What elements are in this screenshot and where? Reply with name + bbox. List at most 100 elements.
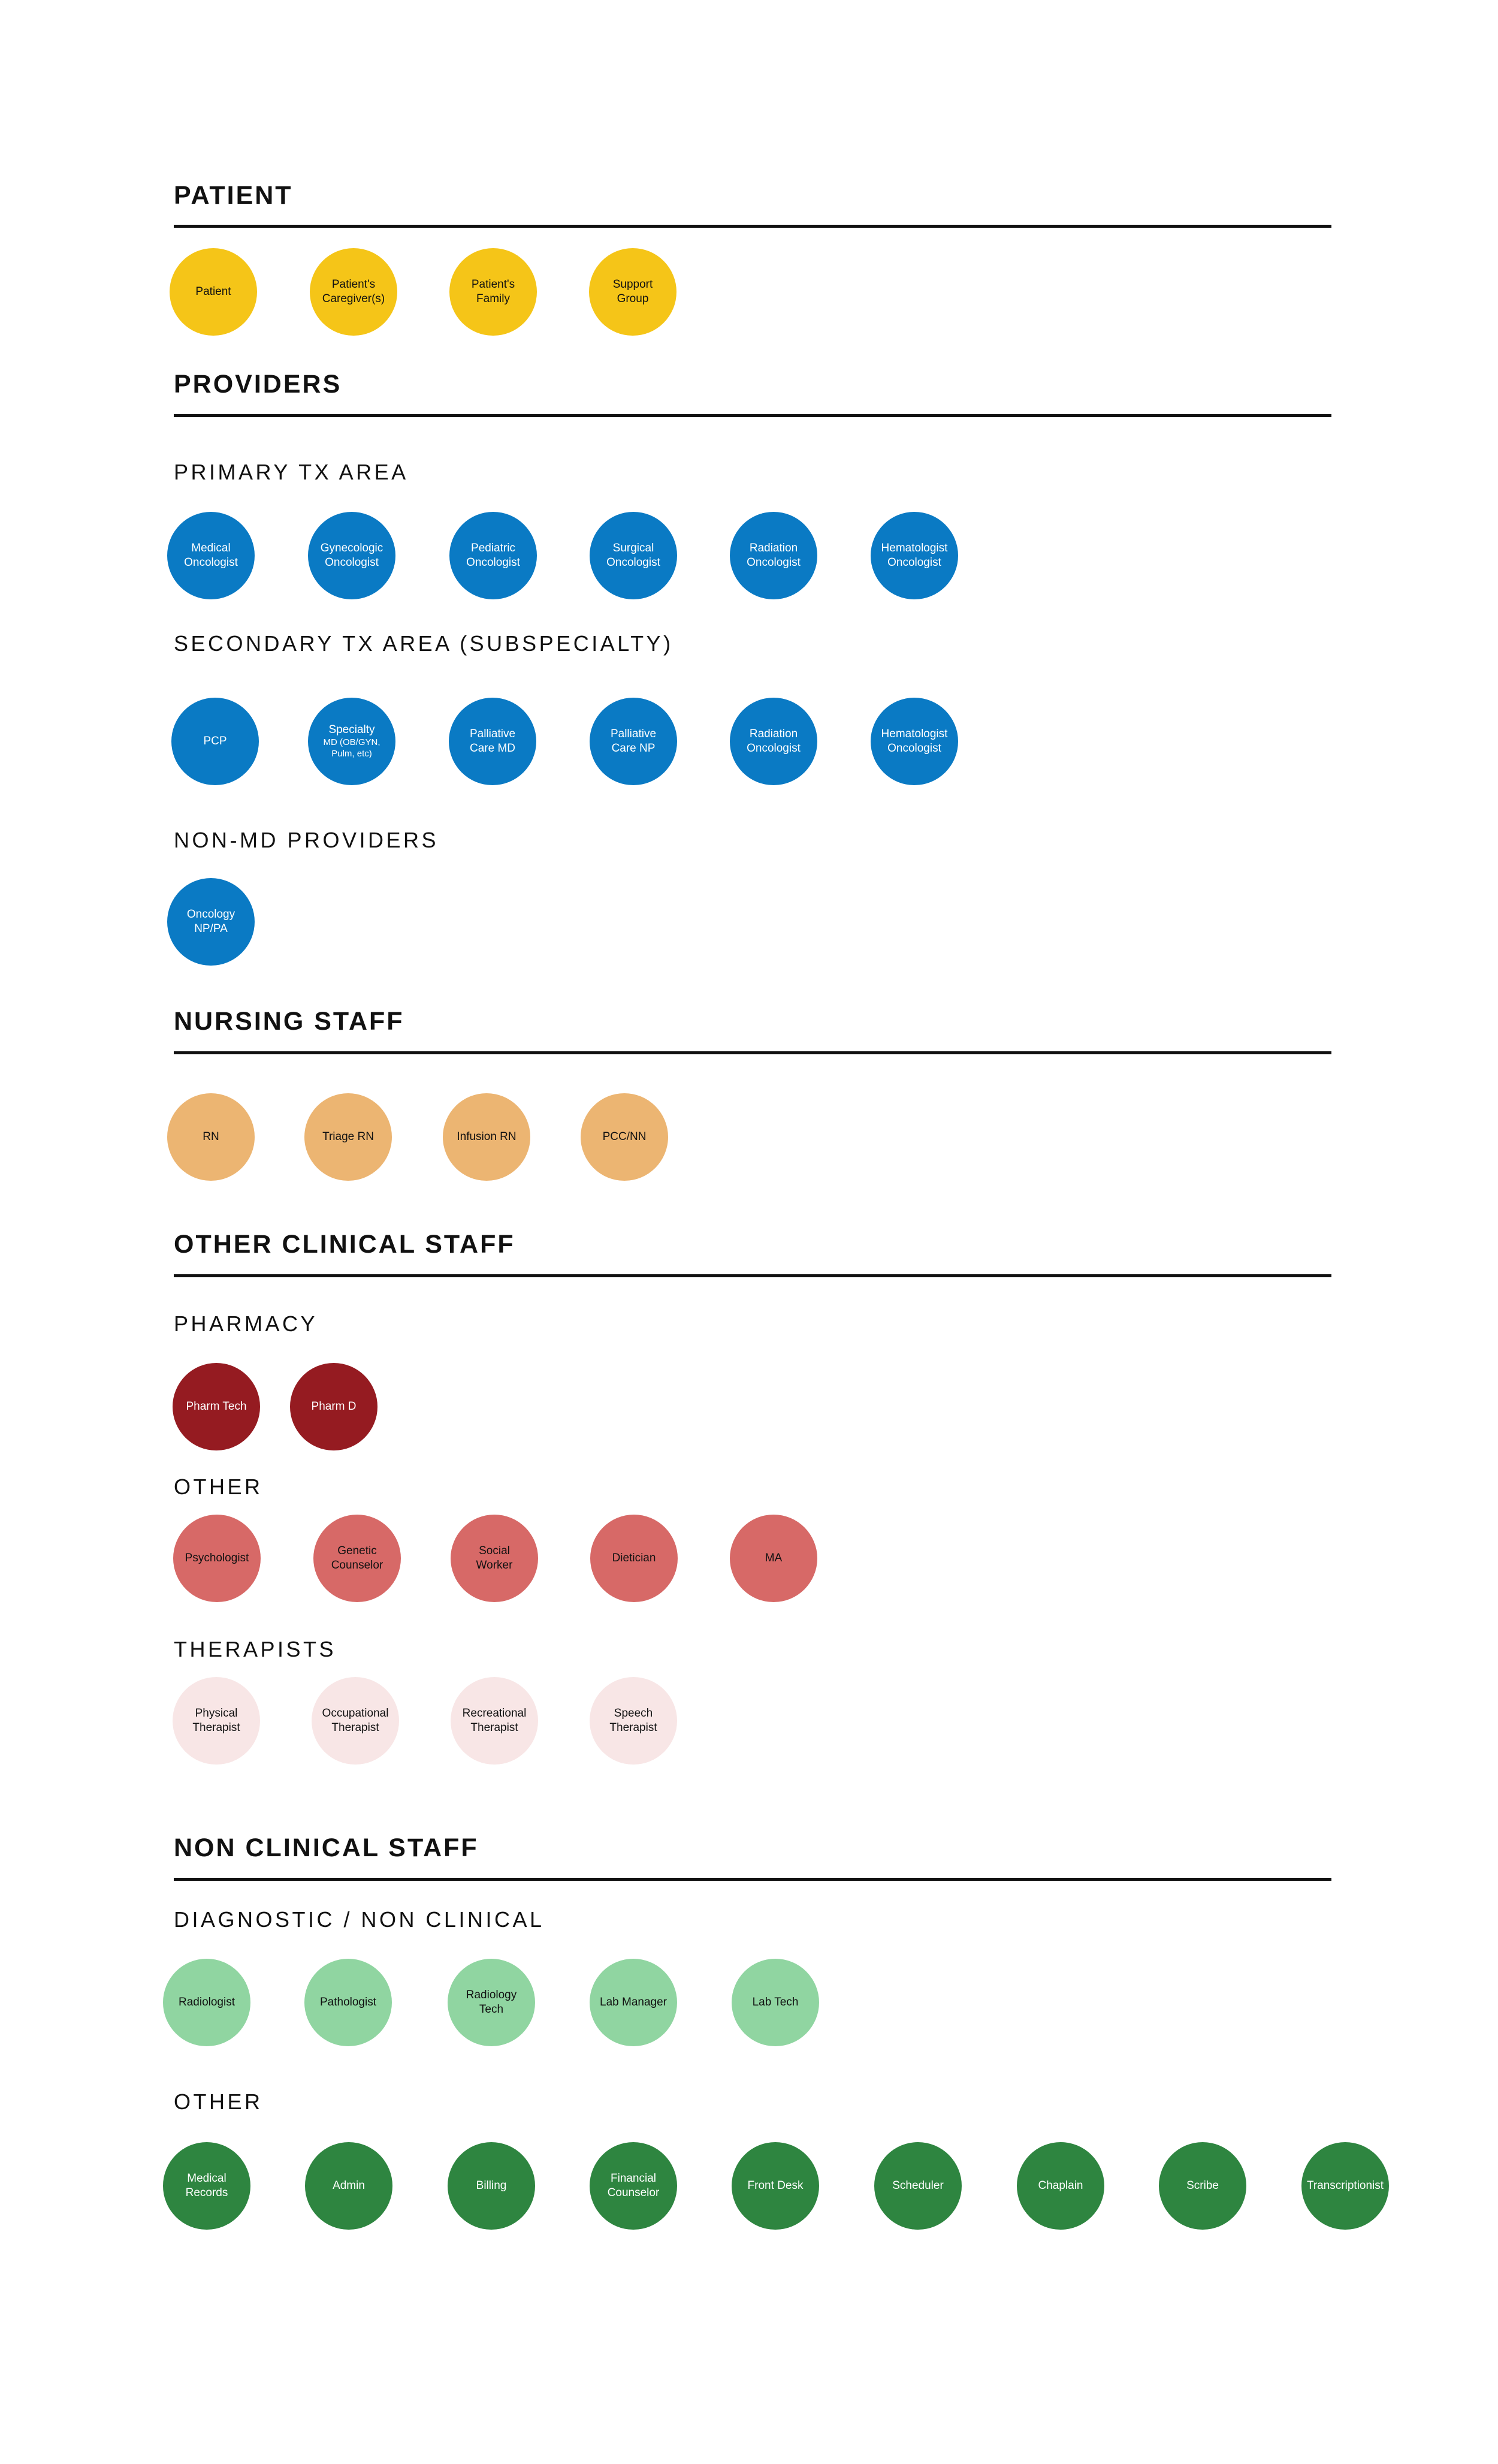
role-node-label: Recreational xyxy=(462,1707,527,1720)
role-node-therapists: Recreational Therapist xyxy=(451,1677,538,1765)
role-node-pharmacy: Pharm D xyxy=(290,1363,377,1450)
role-node-label: Support xyxy=(612,278,653,291)
section-title-other-clinical: OTHER CLINICAL STAFF xyxy=(174,1230,515,1259)
section-title-non-clinical: NON CLINICAL STAFF xyxy=(174,1833,479,1862)
role-node-secondary: Specialty MD (OB/GYN, Pulm, etc) xyxy=(308,698,395,785)
role-node-other-clinical: MA xyxy=(730,1515,817,1602)
role-node-label: Oncologist xyxy=(325,556,379,569)
section-rule-patient xyxy=(174,225,1331,228)
role-node-label: Medical xyxy=(187,2172,226,2185)
role-node-label: Patient's xyxy=(331,278,376,291)
role-node-label: Oncologist xyxy=(887,742,941,755)
role-node-label: Transcriptionist xyxy=(1306,2179,1384,2192)
role-node-label: Dietician xyxy=(612,1552,656,1565)
role-node-label: Oncologist xyxy=(887,556,941,569)
role-node-label: Pharm Tech xyxy=(186,1400,247,1413)
role-node-label: Pediatric xyxy=(471,542,515,555)
role-node-patient: Patient's Caregiver(s) xyxy=(310,248,397,336)
role-node-label: Speech xyxy=(614,1707,653,1720)
role-node-label: Radiation xyxy=(749,728,798,741)
role-node-label: Lab Manager xyxy=(600,1996,667,2009)
role-node-label: Lab Tech xyxy=(752,1996,799,2009)
role-node-label: Psychologist xyxy=(185,1552,249,1565)
role-node-label: Patient xyxy=(195,285,231,298)
role-node-secondary: PCP xyxy=(171,698,259,785)
subsection-title-pharmacy: PHARMACY xyxy=(174,1311,318,1336)
role-node-secondary: Palliative Care MD xyxy=(449,698,536,785)
role-node-secondary: Palliative Care NP xyxy=(590,698,677,785)
role-node-label: Surgical xyxy=(612,542,654,555)
role-node-non-clinical-other: Transcriptionist xyxy=(1301,2142,1389,2230)
role-node-label: Therapist xyxy=(192,1721,240,1734)
subsection-title-non-clinical-other: OTHER xyxy=(174,2089,263,2114)
role-node-label: Oncologist xyxy=(747,742,801,755)
role-node-diagnostic: Pathologist xyxy=(304,1959,392,2046)
role-node-label: Social xyxy=(479,1545,510,1558)
role-node-patient: Patient's Family xyxy=(449,248,537,336)
role-node-label: Oncology xyxy=(186,908,235,921)
role-node-non-clinical-other: Chaplain xyxy=(1017,2142,1104,2230)
role-node-nursing: PCC/NN xyxy=(581,1093,668,1181)
role-node-non-clinical-other: Medical Records xyxy=(163,2142,250,2230)
role-node-pharmacy: Pharm Tech xyxy=(173,1363,260,1450)
role-node-label: Financial xyxy=(610,2172,657,2185)
role-node-label: Care MD xyxy=(469,742,515,755)
subsection-title-secondary: SECONDARY TX AREA (SUBSPECIALTY) xyxy=(174,631,674,656)
subsection-title-primary: PRIMARY TX AREA xyxy=(174,460,409,484)
role-node-label: Palliative xyxy=(469,728,516,741)
section-rule-providers xyxy=(174,414,1331,417)
role-node-primary: Surgical Oncologist xyxy=(590,512,677,599)
role-node-label: Radiation xyxy=(749,542,798,555)
role-node-label: Radiologist xyxy=(179,1996,235,2009)
role-node-label: Physical xyxy=(195,1707,238,1720)
role-node-other-clinical: Dietician xyxy=(590,1515,678,1602)
role-node-label: Oncologist xyxy=(184,556,238,569)
role-node-label: Infusion RN xyxy=(457,1130,517,1144)
role-node-label: Oncologist xyxy=(747,556,801,569)
role-node-patient: Patient xyxy=(170,248,257,336)
role-node-primary: Medical Oncologist xyxy=(167,512,255,599)
role-node-label: Counselor xyxy=(607,2186,660,2199)
role-node-label: Occupational xyxy=(322,1707,389,1720)
role-node-other-clinical: Social Worker xyxy=(451,1515,538,1602)
role-node-label: Triage RN xyxy=(322,1130,374,1144)
role-node-diagnostic: Radiology Tech xyxy=(448,1959,535,2046)
role-node-label: Therapist xyxy=(331,1721,379,1734)
section-title-nursing: NURSING STAFF xyxy=(174,1007,404,1036)
role-node-label: MD (OB/GYN, xyxy=(323,737,380,748)
role-node-label: PCC/NN xyxy=(602,1130,647,1144)
role-node-diagnostic: Lab Manager xyxy=(590,1959,677,2046)
role-node-label: Oncologist xyxy=(466,556,520,569)
role-node-patient: Support Group xyxy=(589,248,676,336)
section-rule-other-clinical xyxy=(174,1274,1331,1277)
role-node-therapists: Speech Therapist xyxy=(590,1677,677,1765)
subsection-title-other-clinical: OTHER xyxy=(174,1474,263,1499)
role-node-label: Admin xyxy=(333,2179,365,2192)
role-node-non-clinical-other: Admin xyxy=(305,2142,392,2230)
role-node-label: Patient's xyxy=(471,278,515,291)
role-node-diagnostic: Lab Tech xyxy=(732,1959,819,2046)
role-node-label: Pharm D xyxy=(311,1400,357,1413)
role-node-label: Chaplain xyxy=(1038,2179,1083,2192)
section-title-providers: PROVIDERS xyxy=(174,370,342,399)
role-node-therapists: Occupational Therapist xyxy=(312,1677,399,1765)
role-node-label: Genetic xyxy=(337,1545,377,1558)
role-node-non-md: Oncology NP/PA xyxy=(167,878,255,966)
role-node-primary: Radiation Oncologist xyxy=(730,512,817,599)
subsection-title-diagnostic: DIAGNOSTIC / NON CLINICAL xyxy=(174,1907,545,1932)
role-node-label: MA xyxy=(765,1552,783,1565)
role-node-non-clinical-other: Scribe xyxy=(1159,2142,1246,2230)
role-node-label: Hematologist xyxy=(881,728,948,741)
role-node-nursing: RN xyxy=(167,1093,255,1181)
role-node-primary: Hematologist Oncologist xyxy=(871,512,958,599)
section-rule-nursing xyxy=(174,1051,1331,1054)
role-node-label: Therapist xyxy=(470,1721,518,1734)
role-node-label: RN xyxy=(203,1130,219,1144)
role-node-label: Pathologist xyxy=(319,1996,376,2009)
role-node-label: Medical xyxy=(191,542,231,555)
role-node-label: Caregiver(s) xyxy=(322,292,385,305)
role-node-label: Hematologist xyxy=(881,542,948,555)
subsection-title-non-md: NON-MD PROVIDERS xyxy=(174,828,439,852)
role-node-label: PCP xyxy=(203,735,227,748)
role-node-therapists: Physical Therapist xyxy=(173,1677,260,1765)
